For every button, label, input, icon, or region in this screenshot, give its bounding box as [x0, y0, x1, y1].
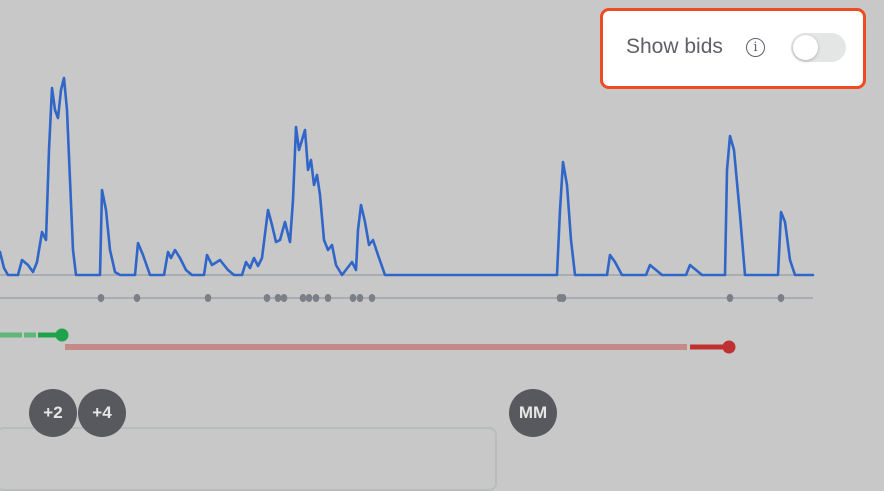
timeline-marker[interactable]: [204, 294, 212, 302]
show-bids-control: Show bids i: [600, 8, 866, 89]
timeline-marker[interactable]: [97, 294, 105, 302]
toggle-knob: [793, 35, 818, 60]
show-bids-toggle[interactable]: [791, 33, 846, 62]
timeline-marker[interactable]: [263, 294, 271, 302]
avatar-initials[interactable]: MM: [509, 389, 557, 437]
green-range: [0, 328, 69, 342]
timeline-marker[interactable]: [299, 294, 307, 302]
timeline-marker[interactable]: [312, 294, 320, 302]
info-icon[interactable]: i: [746, 38, 765, 57]
red-range: [65, 340, 736, 354]
timeline-marker[interactable]: [368, 294, 376, 302]
timeline-marker[interactable]: [133, 294, 141, 302]
avatar-overflow-count[interactable]: +4: [78, 389, 126, 437]
timeline-marker[interactable]: [324, 294, 332, 302]
timeline-marker[interactable]: [726, 294, 734, 302]
red-range-end-marker[interactable]: [722, 340, 736, 354]
activity-chart: [0, 76, 815, 354]
timeline-marker[interactable]: [280, 294, 288, 302]
timeline-marker[interactable]: [356, 294, 364, 302]
timeline-marker[interactable]: [559, 294, 567, 302]
bottom-panel: [0, 427, 497, 491]
activity-line: [0, 76, 815, 277]
timeline-markers: [97, 294, 785, 302]
green-range-end-marker[interactable]: [55, 328, 69, 342]
show-bids-label: Show bids: [626, 35, 723, 58]
timeline-marker[interactable]: [777, 294, 785, 302]
timeline-marker[interactable]: [305, 294, 313, 302]
avatar-overflow-count[interactable]: +2: [29, 389, 77, 437]
timeline-marker[interactable]: [274, 294, 282, 302]
timeline-marker[interactable]: [349, 294, 357, 302]
